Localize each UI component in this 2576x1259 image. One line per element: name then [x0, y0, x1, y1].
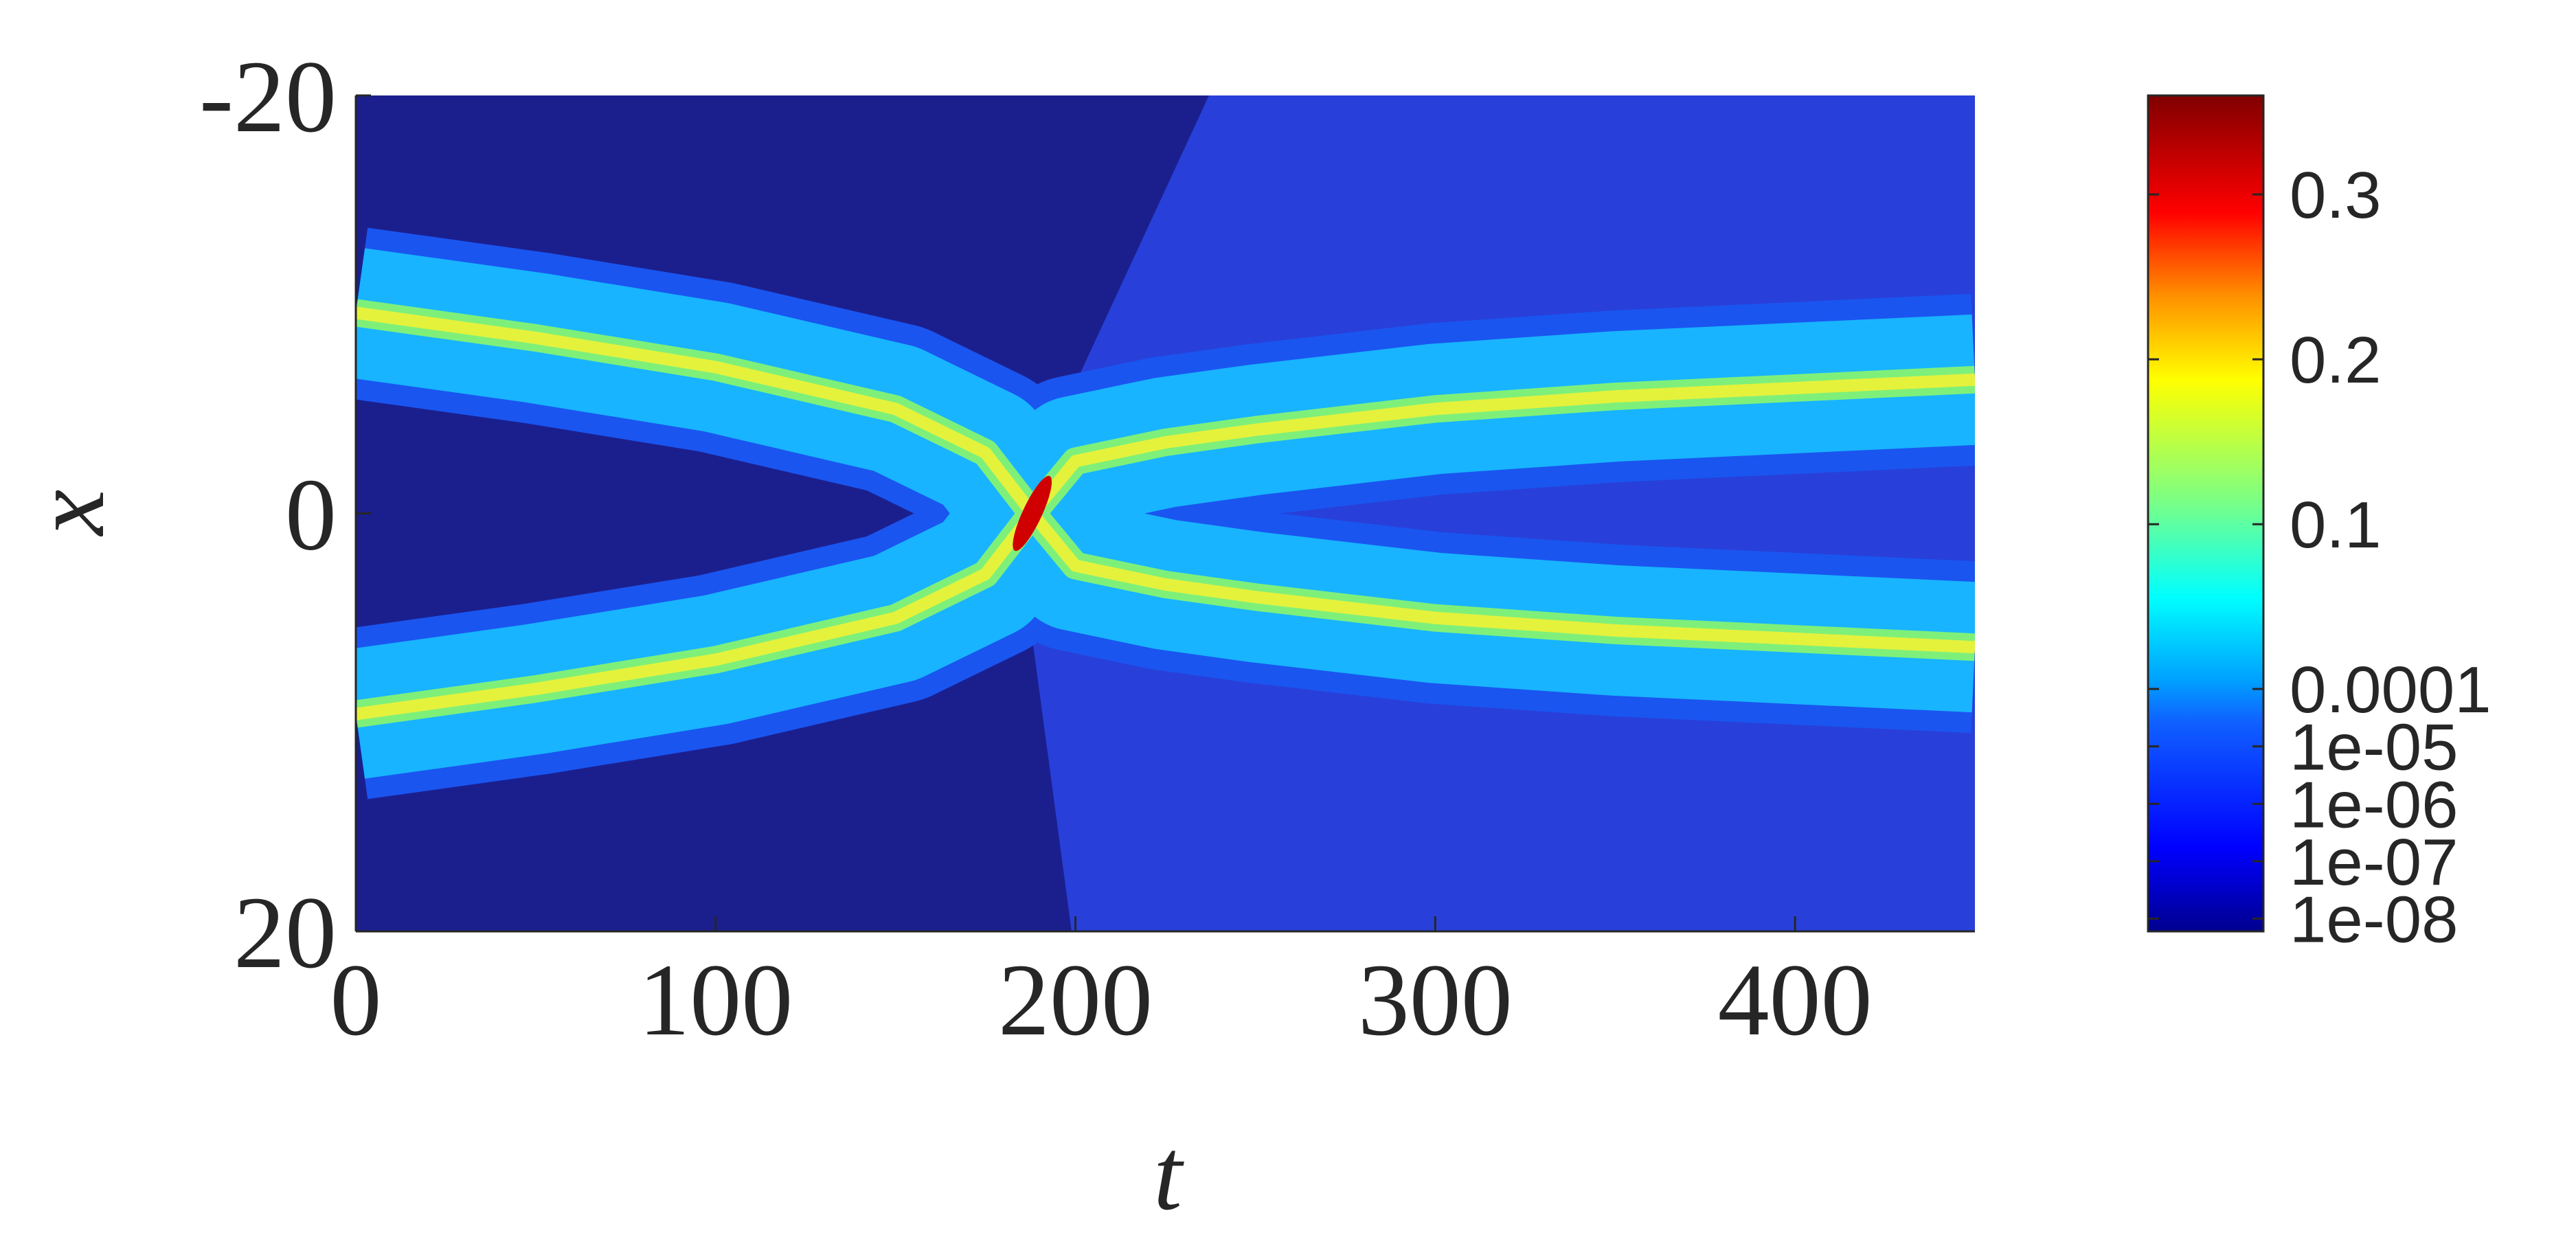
- track: [356, 306, 1975, 520]
- x-tick-label: 400: [1718, 943, 1873, 1057]
- x-tick-label: 200: [998, 943, 1153, 1057]
- colorbar: [2147, 94, 2265, 933]
- colorbar-tick-label: 0.0001: [2290, 653, 2492, 727]
- y-tick-label: 0: [285, 458, 337, 572]
- x-tick-label: 0: [330, 943, 382, 1057]
- colorbar-tick-label: 1e-05: [2290, 711, 2459, 784]
- colorbar-tick-label: 1e-08: [2290, 883, 2459, 956]
- collision-peak: [1013, 475, 1052, 552]
- colorbar-tick-label: 0.1: [2290, 488, 2381, 562]
- y-tick-label: -20: [199, 40, 337, 154]
- colorbar-tick-label: 1e-07: [2290, 826, 2459, 899]
- colorbar-tick-label: 0.3: [2290, 159, 2381, 232]
- plot-area: [356, 95, 1975, 931]
- x-tick-label: 100: [638, 943, 793, 1057]
- x-tick-label: 300: [1358, 943, 1513, 1057]
- radiation: [1017, 95, 1975, 931]
- y-tick-label: 20: [234, 876, 337, 990]
- y-axis-label: x: [12, 490, 126, 537]
- x-axis-label: t: [1153, 1118, 1184, 1232]
- track: [356, 507, 1975, 721]
- colorbar-tick-label: 0.2: [2290, 324, 2381, 397]
- colorbar-tick-label: 1e-06: [2290, 768, 2459, 841]
